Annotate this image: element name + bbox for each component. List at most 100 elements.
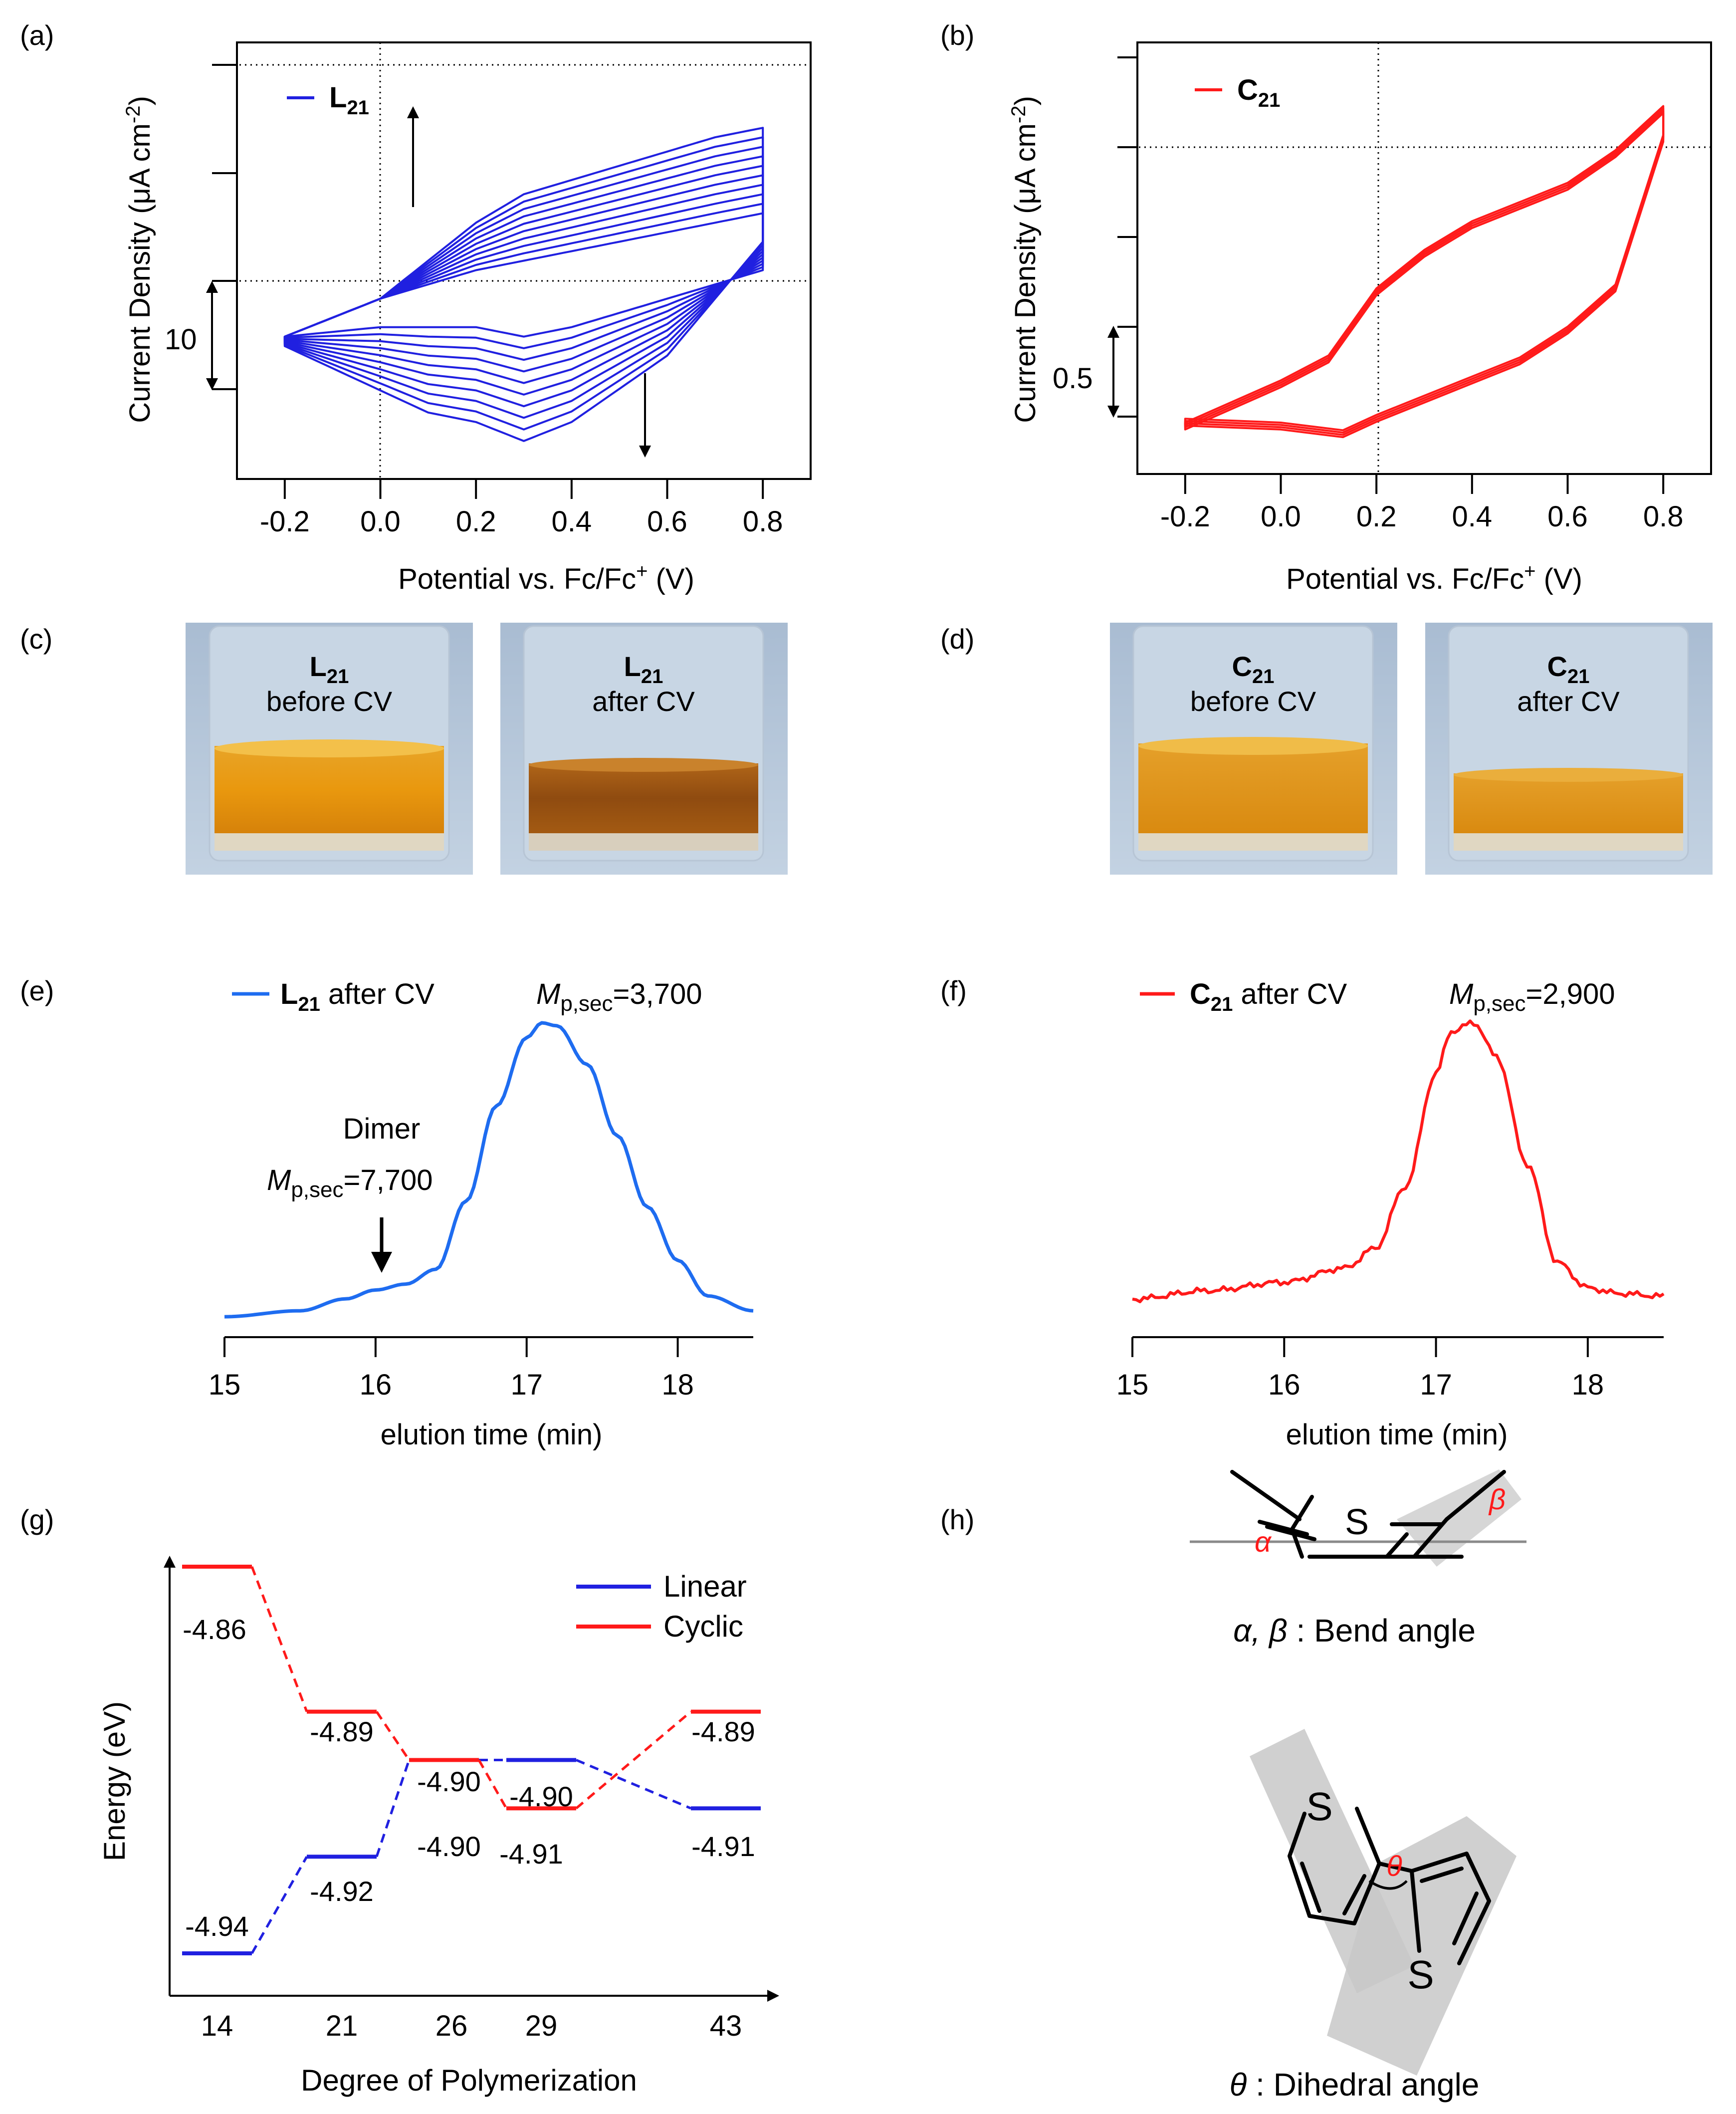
cv-cycle-b-3 — [1184, 107, 1665, 436]
energy-connector-cyclic-2 — [477, 1759, 508, 1809]
photo-c2-caption: after CV — [592, 686, 695, 717]
x-tick-label-f-3: 18 — [1572, 1369, 1604, 1401]
panel-label-c: (c) — [20, 623, 52, 655]
x-tick-label-a-4: 0.6 — [647, 505, 687, 538]
x-tick-label-f-1: 16 — [1268, 1369, 1301, 1401]
cv-cycle-a-3 — [283, 193, 764, 361]
y-axis-label-g: Energy (eV) — [98, 1701, 131, 1861]
x-tick-label-a-0: -0.2 — [260, 505, 310, 538]
panel-label-h: (h) — [940, 1504, 974, 1535]
energy-label-cyclic-0: -4.86 — [183, 1614, 246, 1645]
x-tick-label-e-2: 17 — [510, 1369, 543, 1401]
energy-connector-cyclic-0 — [250, 1566, 308, 1712]
alpha-symbol: α — [1255, 1526, 1272, 1558]
x-tick-label-e-1: 16 — [360, 1369, 392, 1401]
cv-cycle-a-7 — [283, 155, 764, 408]
plot-frame-b — [1136, 41, 1712, 475]
energy-label-cyclic-4: -4.89 — [691, 1716, 755, 1747]
beta-symbol: β — [1488, 1483, 1506, 1516]
photo-d1: C21 before CV — [1110, 623, 1397, 875]
gpc-line-e — [224, 1021, 754, 1319]
x-ticks-b: -0.2 0.0 0.2 0.4 0.6 0.8 — [1160, 474, 1684, 533]
cv-cycle-a-8 — [283, 146, 764, 419]
sulfur-atom-2: S — [1306, 1784, 1332, 1829]
x-category-label-1: 21 — [326, 2010, 358, 2042]
x-ticks-e: 15 16 17 18 — [209, 1337, 694, 1401]
legend-label-a: L21 — [329, 81, 369, 119]
x-tick-label-f-2: 17 — [1420, 1369, 1452, 1401]
energy-label-linear-2: -4.90 — [417, 1831, 481, 1862]
scale-bar-label-a: 10 — [165, 323, 197, 356]
photo-c2: L21 after CV — [500, 623, 788, 875]
legend-label-cyclic: Cyclic — [663, 1610, 743, 1643]
x-tick-label-b-0: -0.2 — [1160, 500, 1210, 533]
x-tick-label-b-4: 0.6 — [1547, 500, 1588, 533]
x-category-label-0: 14 — [201, 2010, 233, 2042]
plot-frame-a — [236, 41, 812, 480]
scale-bar-label-b: 0.5 — [1053, 362, 1093, 395]
gpc-line-f — [1132, 1019, 1665, 1303]
dihedral-angle-caption: θ : Dihedral angle — [1230, 2067, 1480, 2103]
energy-label-cyclic-3: -4.91 — [499, 1838, 563, 1870]
x-tick-label-a-5: 0.8 — [743, 505, 783, 538]
cv-cycle-a-2 — [283, 203, 764, 349]
gpc-chart-e: 15 16 17 18 L21 after CV Mp,sec=3,700 Dimer… — [209, 978, 754, 1451]
photo-c1: L21 before CV — [186, 623, 473, 875]
theta-symbol: θ — [1386, 1850, 1402, 1882]
legend-label-f: C21 after CV — [1190, 978, 1347, 1015]
x-tick-label-a-1: 0.0 — [360, 505, 401, 538]
cv-cycle-a-9 — [283, 136, 764, 431]
dihedral-molecule — [1288, 1807, 1491, 1965]
sulfur-atom-1: S — [1345, 1502, 1369, 1542]
x-category-label-2: 26 — [435, 2010, 468, 2042]
photo-d2-caption: after CV — [1517, 686, 1620, 717]
energy-chart-g: 14 21 26 29 43 -4.94 -4.92 -4.90 -4.90 -4.91 -4.86… — [98, 1556, 779, 2097]
photo-d1-title: C21 — [1232, 651, 1275, 688]
energy-label-cyclic-2: -4.90 — [417, 1766, 481, 1797]
dimer-label-e: Dimer — [343, 1113, 421, 1145]
x-tick-label-f-0: 15 — [1116, 1369, 1149, 1401]
panel-label-f: (f) — [940, 975, 967, 1006]
panel-label-g: (g) — [20, 1504, 54, 1535]
cv-chart-b: -0.2 0.0 0.2 0.4 0.6 0.8 C21 0.5 Current Dens… — [1008, 41, 1712, 595]
x-tick-label-b-5: 0.8 — [1643, 500, 1684, 533]
x-tick-label-a-2: 0.2 — [456, 505, 496, 538]
energy-connector-cyclic-1 — [375, 1711, 411, 1761]
legend-label-e: L21 after CV — [280, 978, 434, 1015]
cv-cycle-a-5 — [283, 174, 764, 384]
x-axis-label-f: elution time (min) — [1286, 1418, 1508, 1451]
photo-c2-title: L21 — [624, 651, 663, 688]
panel-label-a: (a) — [20, 19, 54, 51]
energy-label-linear-4: -4.91 — [691, 1831, 755, 1862]
x-tick-label-a-3: 0.4 — [552, 505, 592, 538]
photo-d1-caption: before CV — [1190, 686, 1316, 717]
x-axis-label-b: Potential vs. Fc/Fc+ (V) — [1286, 560, 1582, 595]
cv-cycle-b-1 — [1184, 112, 1665, 432]
cv-cycle-a-10 — [283, 127, 764, 442]
legend-label-linear: Linear — [663, 1570, 747, 1603]
bend-angle-caption: α, β : Bend angle — [1233, 1613, 1476, 1648]
photo-c1-title: L21 — [310, 651, 349, 688]
x-tick-label-b-3: 0.4 — [1452, 500, 1493, 533]
energy-connector-linear-3 — [576, 1759, 691, 1810]
peak-label-f: Mp,sec=2,900 — [1449, 978, 1615, 1016]
x-axis-label-g: Degree of Polymerization — [301, 2064, 637, 2097]
peak-label-e: Mp,sec=3,700 — [536, 978, 702, 1016]
gpc-chart-f: 15 16 17 18 C21 after CV Mp,sec=2,900 eluti… — [1116, 978, 1665, 1451]
x-category-label-4: 43 — [710, 2010, 742, 2042]
structure-diagram-h: S α β α, β : Bend angle S S θ θ : Dihedr… — [1190, 1469, 1526, 2103]
sulfur-atom-3: S — [1407, 1952, 1434, 1997]
dimer-mp-label-e: Mp,sec=7,700 — [267, 1164, 433, 1202]
energy-label-linear-3: -4.90 — [509, 1781, 573, 1812]
cv-cycle-b-4 — [1184, 105, 1665, 439]
energy-levels-g: 14 21 26 29 43 -4.94 -4.92 -4.90 -4.90 -4.91 -4.86… — [182, 1565, 761, 2042]
cv-curves-b — [1184, 105, 1665, 439]
panel-label-e: (e) — [20, 975, 54, 1006]
energy-label-linear-0: -4.94 — [185, 1910, 249, 1942]
x-ticks-a: -0.2 0.0 0.2 0.4 0.6 0.8 — [260, 479, 783, 538]
energy-label-cyclic-1: -4.89 — [310, 1716, 374, 1747]
dihedral-arc — [1368, 1879, 1408, 1890]
panel-label-b: (b) — [940, 19, 974, 51]
x-category-label-3: 29 — [525, 2010, 558, 2042]
